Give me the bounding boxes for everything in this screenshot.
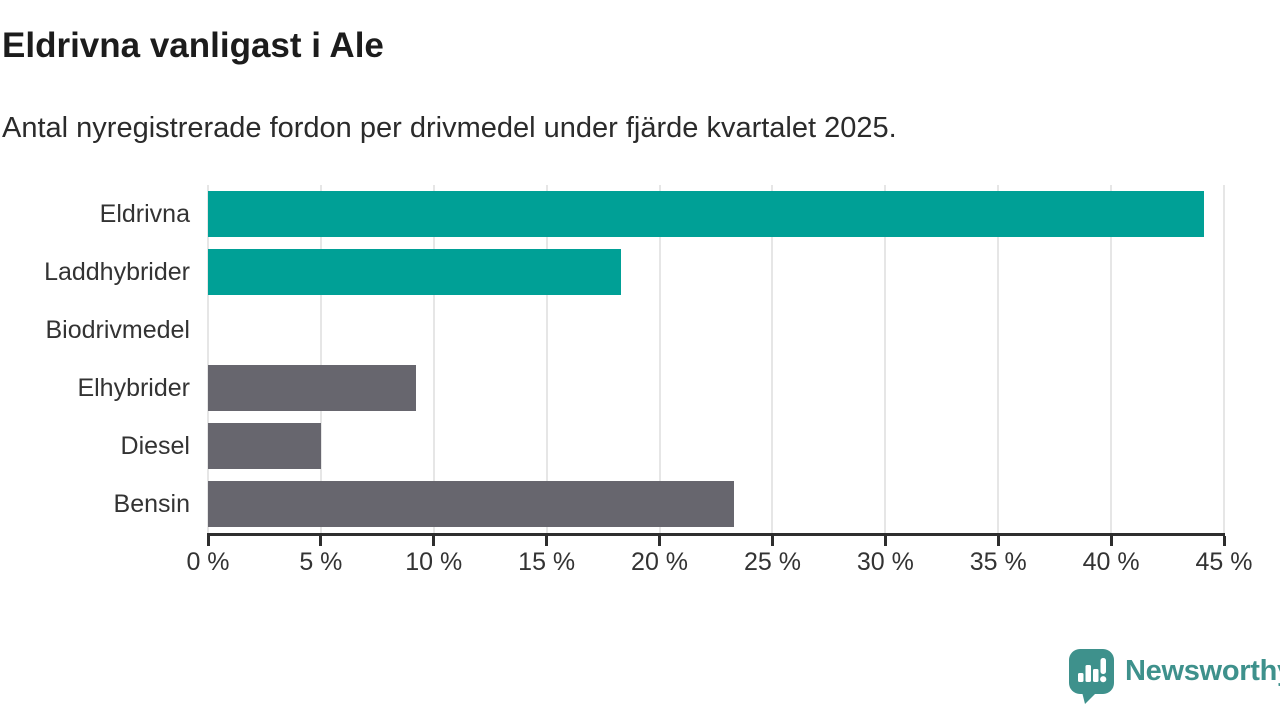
plot-area xyxy=(207,185,1225,533)
newsworthy-logo: Newsworthy xyxy=(1068,648,1280,704)
x-tick-label-20: 20 % xyxy=(631,548,689,576)
category-label-bensin: Bensin xyxy=(113,489,190,518)
category-label-elhybrider: Elhybrider xyxy=(77,373,190,402)
gridline-0 xyxy=(207,185,209,533)
x-tick-label-15: 15 % xyxy=(518,548,576,576)
x-tick-label-0: 0 % xyxy=(186,548,230,576)
gridline-35 xyxy=(997,185,1000,533)
x-tick-label-25: 25 % xyxy=(743,548,801,576)
gridline-40 xyxy=(1110,185,1113,533)
gridline-15 xyxy=(545,185,548,533)
category-label-eldrivna: Eldrivna xyxy=(99,199,190,228)
x-tick-label-45: 45 % xyxy=(1195,548,1253,576)
chart-subtitle: Antal nyregistrerade fordon per drivmede… xyxy=(2,112,897,144)
chart-title: Eldrivna vanligast i Ale xyxy=(2,26,384,65)
newsworthy-wordmark: Newsworthy xyxy=(1125,655,1280,687)
bar-eldrivna xyxy=(208,191,1204,237)
gridline-25 xyxy=(771,185,774,533)
x-tick-15 xyxy=(545,536,549,546)
category-labels: Eldrivna Laddhybrider Biodrivmedel Elhybrid… xyxy=(0,185,190,533)
gridline-20 xyxy=(658,185,661,533)
bar-elhybrider xyxy=(208,365,416,411)
x-tick-5 xyxy=(319,536,323,546)
category-label-diesel: Diesel xyxy=(120,431,190,460)
x-tick-25 xyxy=(770,536,774,546)
x-tick-label-10: 10 % xyxy=(405,548,463,576)
gridline-10 xyxy=(432,185,435,533)
x-tick-20 xyxy=(658,536,662,546)
x-tick-label-40: 40 % xyxy=(1082,548,1140,576)
gridline-30 xyxy=(884,185,887,533)
x-tick-35 xyxy=(996,536,1000,546)
x-tick-45 xyxy=(1222,536,1226,546)
x-tick-0 xyxy=(206,536,210,546)
category-label-biodrivmedel: Biodrivmedel xyxy=(45,315,190,344)
x-tick-30 xyxy=(883,536,887,546)
x-tick-label-35: 35 % xyxy=(969,548,1027,576)
category-label-laddhybrider: Laddhybrider xyxy=(44,257,190,286)
gridline-5 xyxy=(319,185,322,533)
newsworthy-icon xyxy=(1069,649,1114,704)
bar-laddhybrider xyxy=(208,249,622,295)
x-tick-10 xyxy=(432,536,436,546)
x-tick-label-30: 30 % xyxy=(856,548,914,576)
x-axis-line xyxy=(207,533,1225,536)
x-axis: 0 % 5 % 10 % 15 % 20 % 25 % 30 % 35 % 40 % 45 % xyxy=(186,533,1252,583)
x-tick-40 xyxy=(1109,536,1113,546)
bar-bensin xyxy=(208,481,735,527)
bar-diesel xyxy=(208,423,321,469)
x-tick-label-5: 5 % xyxy=(299,548,343,576)
gridline-45 xyxy=(1223,185,1225,533)
